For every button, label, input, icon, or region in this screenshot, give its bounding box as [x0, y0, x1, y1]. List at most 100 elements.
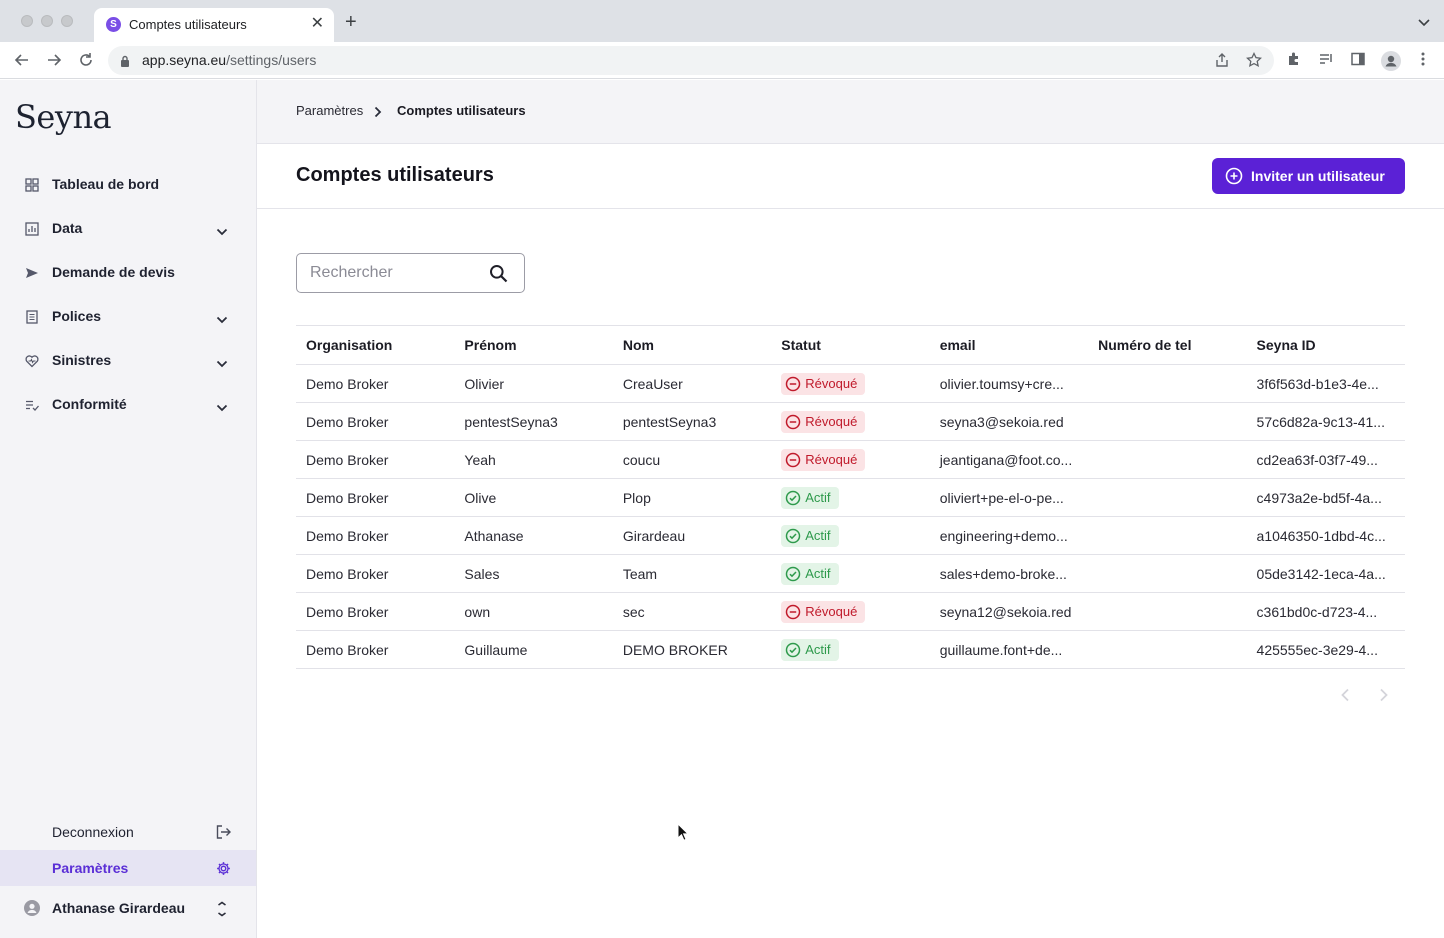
cell-status: Actif — [771, 478, 930, 517]
profile-icon[interactable] — [1381, 51, 1401, 71]
sidebar-item-data[interactable]: Data — [0, 211, 256, 247]
next-page-icon[interactable] — [1379, 688, 1389, 707]
new-tab-icon[interactable]: + — [345, 11, 357, 33]
check-circle-icon — [785, 642, 801, 665]
status-label: Révoqué — [805, 413, 858, 429]
chart-icon — [25, 222, 39, 236]
table-row[interactable]: Demo Broker own sec Révoqué seyna12@sekoia.r… — [296, 592, 1405, 631]
side-panel-icon[interactable] — [1350, 51, 1368, 69]
chevron-down-icon[interactable] — [216, 311, 228, 329]
cell-status: Révoqué — [771, 440, 930, 479]
breadcrumb-settings-link[interactable]: Paramètres — [296, 103, 364, 118]
column-header-first-name[interactable]: Prénom — [454, 325, 613, 365]
cell-email: engineering+demo... — [929, 516, 1089, 555]
cell-last-name: pentestSeyna3 — [612, 402, 772, 441]
bookmark-star-icon[interactable] — [1246, 51, 1264, 70]
sidebar-item-compliance[interactable]: Conformité — [0, 387, 256, 423]
logout-button[interactable]: Deconnexion — [0, 814, 256, 850]
status-badge: Révoqué — [781, 410, 866, 433]
browser-tab-bar: S Comptes utilisateurs ✕ + — [0, 0, 1444, 42]
favicon-icon: S — [106, 17, 121, 32]
window-minimize-button[interactable] — [41, 15, 53, 27]
cell-email: oliviert+pe-el-o-pe... — [929, 478, 1089, 517]
browser-tab[interactable]: S Comptes utilisateurs ✕ — [94, 8, 334, 42]
breadcrumb-current: Comptes utilisateurs — [397, 103, 526, 118]
status-badge: Révoqué — [781, 600, 866, 623]
chevron-right-icon — [374, 105, 382, 123]
page-title: Comptes utilisateurs — [296, 164, 494, 186]
cell-email: seyna3@sekoia.red — [929, 402, 1089, 441]
cell-email: sales+demo-broke... — [929, 554, 1089, 593]
window-zoom-button[interactable] — [61, 15, 73, 27]
column-header-seyna-id[interactable]: Seyna ID — [1246, 325, 1405, 365]
window-close-button[interactable] — [21, 15, 33, 27]
send-icon — [25, 266, 39, 280]
sidebar-item-label: Tableau de bord — [52, 176, 160, 192]
column-header-last-name[interactable]: Nom — [612, 325, 772, 365]
browser-toolbar: app.seyna.eu/settings/users — [0, 42, 1444, 79]
tab-title: Comptes utilisateurs — [129, 17, 247, 32]
table-row[interactable]: Demo Broker Yeah coucu Révoqué jeantigana@fo… — [296, 440, 1405, 479]
media-queue-icon[interactable] — [1318, 51, 1336, 69]
table-row[interactable]: Demo Broker Guillaume DEMO BROKER Actif guil… — [296, 630, 1405, 669]
column-header-phone[interactable]: Numéro de tel — [1088, 325, 1247, 365]
tab-search-chevron-icon[interactable] — [1418, 14, 1430, 32]
chevron-down-icon[interactable] — [216, 399, 228, 417]
browser-menu-icon[interactable] — [1420, 51, 1438, 69]
cell-phone — [1088, 402, 1247, 441]
chevron-down-icon[interactable] — [216, 223, 228, 241]
cell-email: jeantigana@foot.co... — [929, 440, 1089, 479]
status-badge: Révoqué — [781, 372, 866, 395]
chevron-down-icon[interactable] — [216, 355, 228, 373]
cell-seyna-id: 05de3142-1eca-4a... — [1246, 554, 1405, 593]
sidebar-item-settings[interactable]: Paramètres — [0, 850, 256, 886]
status-badge: Révoqué — [781, 448, 866, 471]
search-input[interactable] — [310, 263, 480, 283]
user-menu[interactable]: Athanase Girardeau — [0, 890, 256, 926]
sidebar-item-label: Data — [52, 220, 83, 236]
table-row[interactable]: Demo Broker Olive Plop Actif oliviert+pe-el-… — [296, 478, 1405, 517]
status-label: Actif — [805, 489, 831, 505]
status-badge: Actif — [781, 486, 839, 509]
logout-label: Deconnexion — [52, 824, 134, 840]
sidebar-item-claims[interactable]: Sinistres — [0, 343, 256, 379]
column-header-organisation[interactable]: Organisation — [296, 325, 455, 365]
cell-phone — [1088, 478, 1247, 517]
extensions-icon[interactable] — [1286, 51, 1304, 69]
status-label: Actif — [805, 565, 831, 581]
cell-first-name: Yeah — [454, 440, 613, 479]
seyna-logo[interactable]: Seyna — [15, 98, 112, 136]
minus-circle-icon — [785, 414, 801, 437]
status-badge: Actif — [781, 562, 839, 585]
cell-last-name: Team — [612, 554, 772, 593]
invite-user-button[interactable]: Inviter un utilisateur — [1212, 158, 1405, 194]
table-row[interactable]: Demo Broker Sales Team Actif sales+demo-brok… — [296, 554, 1405, 593]
column-header-status[interactable]: Statut — [771, 325, 930, 365]
breadcrumb: Paramètres Comptes utilisateurs — [257, 80, 1444, 144]
sidebar-item-label: Conformité — [52, 396, 127, 412]
previous-page-icon[interactable] — [1340, 688, 1350, 707]
user-name: Athanase Girardeau — [52, 900, 186, 916]
sidebar-item-policies[interactable]: Polices — [0, 299, 256, 335]
cell-status: Actif — [771, 554, 930, 593]
table-row[interactable]: Demo Broker Athanase Girardeau Actif enginee… — [296, 516, 1405, 555]
cell-first-name: Olive — [454, 478, 613, 517]
share-icon[interactable] — [1214, 52, 1232, 70]
cell-status: Actif — [771, 516, 930, 555]
sidebar-item-dashboard[interactable]: Tableau de bord — [0, 167, 256, 203]
sidebar-item-quote-request[interactable]: Demande de devis — [0, 255, 256, 291]
address-bar[interactable]: app.seyna.eu/settings/users — [108, 46, 1274, 75]
back-arrow-icon[interactable] — [13, 51, 31, 69]
tab-close-icon[interactable]: ✕ — [310, 15, 324, 32]
reload-icon[interactable] — [77, 51, 95, 69]
table-row[interactable]: Demo Broker pentestSeyna3 pentestSeyna3 Rév… — [296, 402, 1405, 441]
forward-arrow-icon[interactable] — [45, 51, 63, 69]
users-table: Organisation Prénom Nom Statut email Num… — [296, 325, 1405, 669]
table-row[interactable]: Demo Broker Olivier CreaUser Révoqué olivier… — [296, 364, 1405, 403]
cell-organisation: Demo Broker — [296, 592, 455, 631]
column-header-email[interactable]: email — [929, 325, 1089, 365]
cell-phone — [1088, 554, 1247, 593]
check-circle-icon — [785, 528, 801, 551]
search-icon[interactable] — [489, 264, 508, 288]
status-label: Révoqué — [805, 375, 858, 391]
